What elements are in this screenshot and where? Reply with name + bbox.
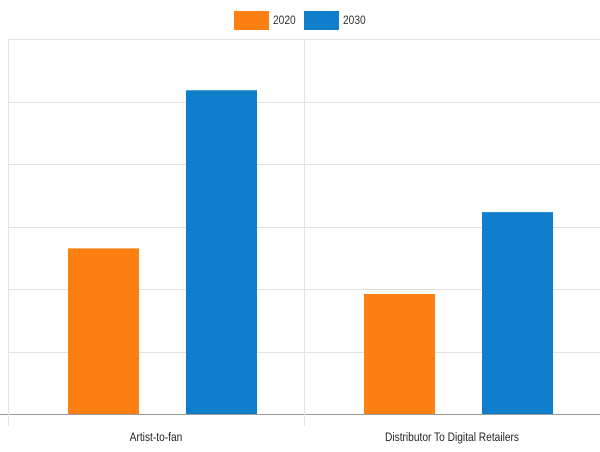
category-labels: Artist-to-fan Distributor To Digital Reta…	[130, 431, 520, 444]
bar-2020-2	[364, 294, 435, 414]
legend-item-2030[interactable]: 2030	[304, 9, 370, 31]
legend-label-2020: 2020	[273, 13, 296, 27]
bars	[68, 90, 553, 414]
bar-2020-1	[68, 248, 139, 414]
category-label-2: Distributor To Digital Retailers	[385, 431, 519, 444]
legend-item-2020[interactable]: 2020	[234, 9, 300, 31]
legend-swatch-2030	[304, 10, 339, 30]
chart-legend: 2020 2030	[0, 9, 600, 31]
bar-2030-1	[186, 90, 257, 414]
category-label-1: Artist-to-fan	[130, 431, 183, 444]
legend-swatch-2020	[234, 10, 269, 30]
bar-2030-2	[482, 212, 553, 414]
legend-label-2030: 2030	[343, 13, 366, 27]
axes	[0, 414, 600, 426]
